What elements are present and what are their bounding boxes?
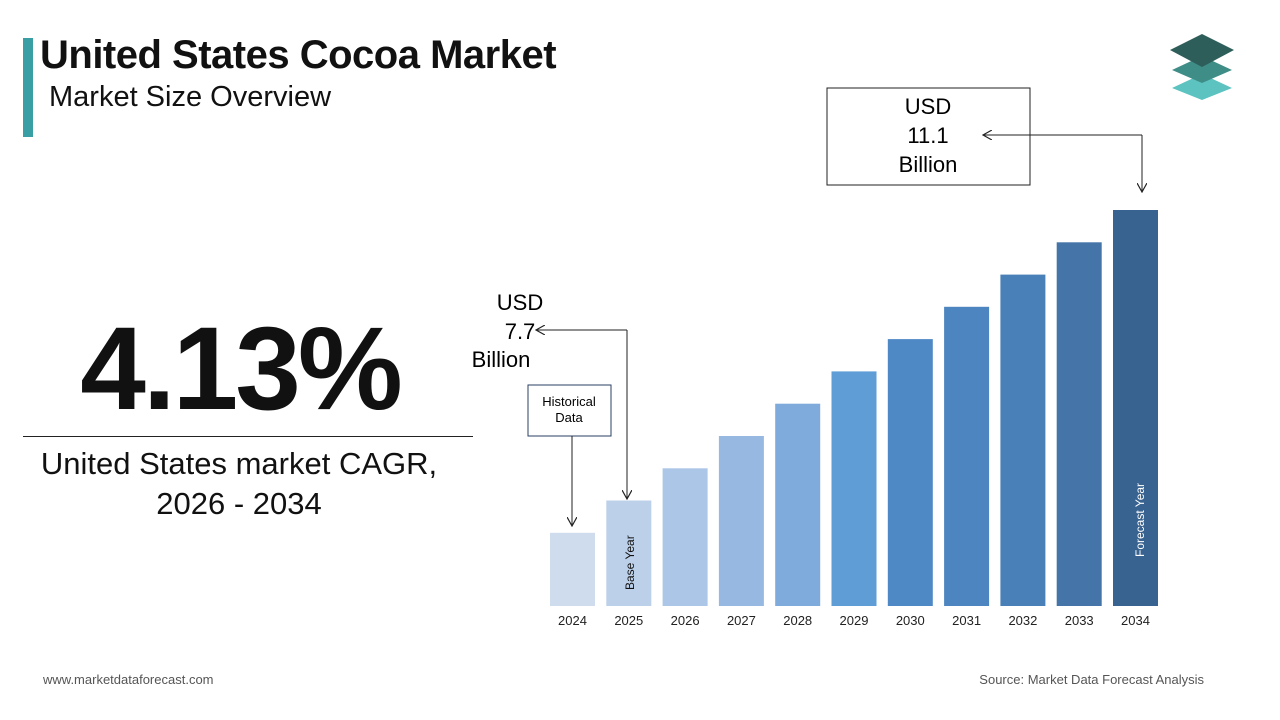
end-value-line3: Billion	[899, 152, 958, 177]
end-value-line2: 11.1	[907, 123, 948, 148]
brand-logo-icon	[1170, 34, 1234, 100]
start-value-line2: 7.7	[505, 319, 536, 344]
x-tick-2025: 2025	[614, 613, 643, 628]
cagr-caption: United States market CAGR, 2026 - 2034	[0, 444, 478, 524]
cagr-value: 4.13%	[80, 303, 403, 435]
x-tick-2034: 2034	[1121, 613, 1150, 628]
x-tick-2027: 2027	[727, 613, 756, 628]
x-tick-2030: 2030	[896, 613, 925, 628]
cagr-caption-line2: 2026 - 2034	[156, 486, 322, 521]
end-value-box	[826, 87, 1031, 186]
bar-2027	[718, 436, 764, 606]
x-tick-2029: 2029	[840, 613, 869, 628]
page-subtitle: Market Size Overview	[49, 81, 332, 113]
bar-2024	[550, 532, 595, 606]
bar-2033	[1056, 242, 1102, 607]
x-tick-2026: 2026	[671, 613, 700, 628]
bar-2031	[944, 306, 990, 606]
x-tick-2032: 2032	[1008, 613, 1037, 628]
logo-layer-bottom	[1172, 74, 1232, 100]
end-value-line1: USD	[905, 94, 951, 119]
title-accent-bar	[23, 38, 33, 137]
historical-data-line2: Data	[555, 410, 583, 425]
start-value-line3: Billion	[472, 347, 531, 372]
bar-2030	[887, 339, 933, 606]
bar-2026	[662, 468, 708, 606]
cagr-divider	[23, 436, 473, 437]
x-tick-2024: 2024	[558, 613, 587, 628]
bar-2025	[606, 500, 652, 606]
x-tick-labels: 2024 2025 2026 2027 2028 2029 2030 2031 2032 2033…	[558, 613, 1150, 628]
x-tick-2031: 2031	[952, 613, 981, 628]
start-value-line1: USD	[497, 290, 543, 315]
bars-group	[550, 210, 1158, 607]
footer-website: www.marketdataforecast.com	[43, 672, 214, 687]
bar-2029	[831, 371, 877, 606]
base-year-label: Base Year	[623, 535, 637, 590]
x-tick-2033: 2033	[1065, 613, 1094, 628]
bar-2032	[1000, 274, 1046, 606]
historical-data-box	[527, 384, 612, 437]
footer-source: Source: Market Data Forecast Analysis	[979, 672, 1204, 687]
logo-layer-top	[1170, 34, 1234, 67]
logo-layer-middle	[1172, 56, 1232, 83]
cagr-caption-line1: United States market CAGR,	[40, 446, 438, 481]
page-title: United States Cocoa Market	[40, 33, 557, 77]
bar-2028	[775, 403, 821, 606]
bar-2034	[1113, 210, 1158, 606]
forecast-year-label: Forecast Year	[1133, 483, 1147, 557]
x-tick-2028: 2028	[783, 613, 812, 628]
historical-data-line1: Historical	[542, 394, 596, 409]
